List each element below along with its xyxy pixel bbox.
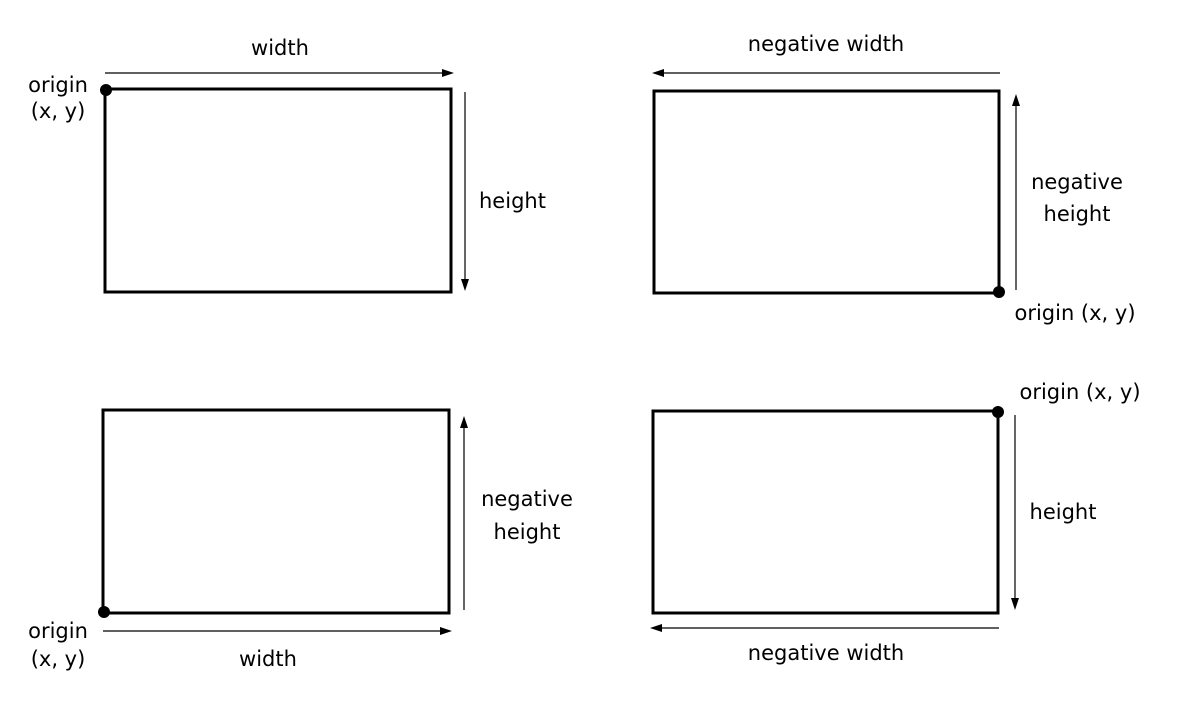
width-label-bottom-right: negative width (748, 641, 904, 665)
height-label-bottom-left-line2: height (494, 520, 561, 544)
width-arrow-bottom-left (103, 627, 452, 635)
rectangle-top-left (103, 87, 453, 294)
height-arrow-bottom-right (1011, 415, 1019, 610)
origin-label-top-left-line2: (x, y) (31, 99, 86, 123)
width-label-top-left: width (251, 36, 309, 60)
panel-bottom-left: width negative height origin (x, y) (28, 408, 573, 671)
origin-label-bottom-left-line2: (x, y) (31, 647, 86, 671)
height-arrow-top-right (1012, 94, 1020, 290)
origin-dot-top-left (100, 84, 112, 96)
height-label-bottom-right: height (1030, 500, 1097, 524)
height-arrow-top-left (461, 92, 469, 291)
height-label-top-right-line1: negative (1031, 170, 1123, 194)
rectangle-bottom-left (101, 408, 451, 615)
height-label-top-left: height (479, 189, 546, 213)
width-arrow-top-right (652, 69, 1000, 77)
height-arrow-bottom-left (460, 416, 468, 610)
panel-bottom-right: negative width height origin (x, y) (650, 380, 1141, 665)
rectangle-bottom-right (651, 409, 1000, 615)
origin-label-bottom-right: origin (x, y) (1019, 380, 1140, 404)
width-label-top-right: negative width (748, 32, 904, 56)
rectangle-top-right (652, 89, 1001, 295)
origin-dot-bottom-left (98, 606, 110, 618)
height-label-bottom-left-line1: negative (481, 487, 573, 511)
panel-top-left: width height origin (x, y) (28, 36, 546, 294)
width-label-bottom-left: width (239, 647, 297, 671)
origin-label-bottom-left-line1: origin (28, 619, 88, 643)
width-arrow-bottom-right (650, 624, 999, 632)
height-label-top-right-line2: height (1044, 202, 1111, 226)
width-arrow-top-left (105, 69, 454, 77)
origin-dot-top-right (993, 286, 1005, 298)
panel-top-right: negative width negative height origin (x… (652, 32, 1136, 325)
origin-label-top-left-line1: origin (28, 73, 88, 97)
origin-dot-bottom-right (992, 406, 1004, 418)
origin-label-top-right: origin (x, y) (1014, 301, 1135, 325)
